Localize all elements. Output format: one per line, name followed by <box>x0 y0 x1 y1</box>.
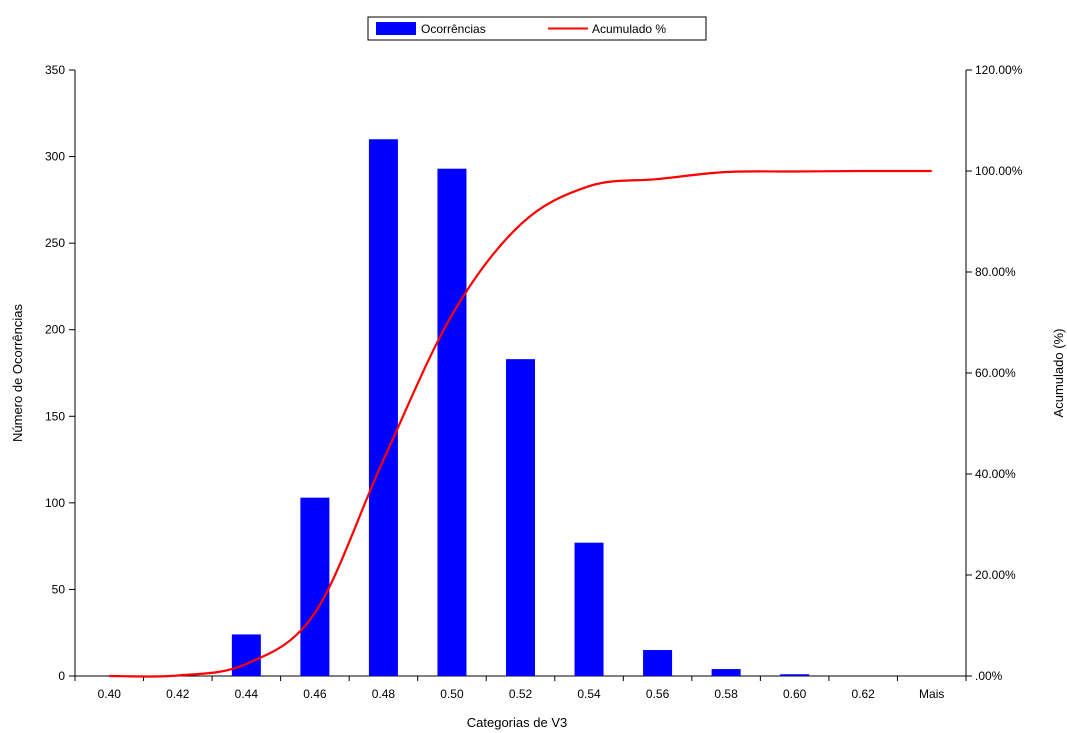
y-tick-label: 100 <box>45 496 65 510</box>
legend: Ocorrências Acumulado % <box>367 16 707 41</box>
bar <box>368 139 398 676</box>
y-tick-label: 50 <box>52 582 66 596</box>
y-tick-label: 350 <box>45 63 65 77</box>
bar <box>574 542 604 676</box>
x-tick-label: 0.58 <box>714 687 738 701</box>
x-tick-label: 0.42 <box>166 687 190 701</box>
x-tick-label: 0.48 <box>372 687 396 701</box>
x-tick-label: 0.46 <box>303 687 327 701</box>
y-tick-label: 250 <box>45 236 65 250</box>
y2-tick-label: 40.00% <box>975 467 1016 481</box>
axes: 0 50 100 150 200 250 300 350 .00% 20.00% 40.00% 60.… <box>45 63 1023 701</box>
x-tick-label: 0.54 <box>577 687 601 701</box>
bar <box>300 497 330 676</box>
x-tick-label: Mais <box>919 687 944 701</box>
x-axis-title: Categorias de V3 <box>467 715 567 730</box>
x-tick-label: 0.50 <box>440 687 464 701</box>
y2-tick-label: 20.00% <box>975 568 1016 582</box>
y2-axis-title: Acumulado (%) <box>1051 329 1066 418</box>
bar <box>231 634 261 676</box>
x-tick-label: 0.44 <box>235 687 259 701</box>
bar <box>506 359 535 676</box>
legend-label-bars: Ocorrências <box>421 22 486 36</box>
legend-label-line: Acumulado % <box>592 22 666 36</box>
x-tick-label: 0.62 <box>852 687 876 701</box>
legend-swatch-bars <box>376 22 416 35</box>
y-axis-title: Número de Ocorrências <box>10 304 25 442</box>
line-series <box>109 169 932 678</box>
y-tick-label: 150 <box>45 409 65 423</box>
y-tick-label: 200 <box>45 323 65 337</box>
y2-tick-label: 60.00% <box>975 366 1016 380</box>
legend-frame <box>367 16 707 41</box>
y2-tick-label: 100.00% <box>975 164 1023 178</box>
x-tick-label: 0.52 <box>509 687 533 701</box>
bar <box>780 674 810 676</box>
y-tick-label: 300 <box>45 150 65 164</box>
x-tick-label: 0.60 <box>783 687 807 701</box>
y2-tick-label: .00% <box>975 669 1003 683</box>
x-tick-label: 0.56 <box>646 687 670 701</box>
bar <box>711 669 741 676</box>
bar <box>643 650 673 676</box>
bar-series <box>231 139 810 677</box>
y2-tick-label: 80.00% <box>975 265 1016 279</box>
x-tick-label: 0.40 <box>98 687 122 701</box>
y2-tick-label: 120.00% <box>975 63 1023 77</box>
cumulative-line <box>109 169 932 678</box>
bar <box>437 168 467 677</box>
y-tick-label: 0 <box>58 669 65 683</box>
